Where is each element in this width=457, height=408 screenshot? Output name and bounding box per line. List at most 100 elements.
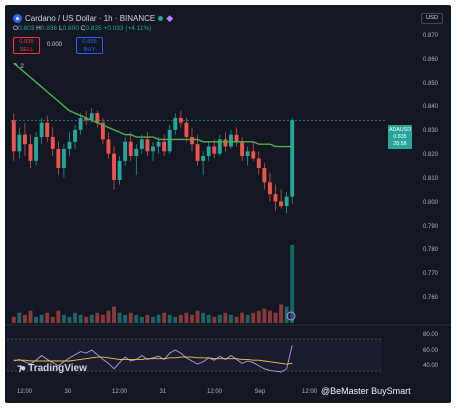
candle bbox=[212, 139, 217, 159]
volume-bar bbox=[56, 310, 61, 323]
candle bbox=[201, 151, 206, 176]
volume-bar bbox=[273, 312, 278, 323]
volume-bar bbox=[178, 314, 183, 323]
buy-button[interactable]: 0.835 BUY bbox=[76, 37, 103, 54]
candle bbox=[100, 117, 105, 145]
time-tick-label: 12:00 bbox=[17, 389, 33, 395]
candle bbox=[34, 132, 39, 166]
candle bbox=[267, 172, 272, 202]
candle bbox=[11, 113, 16, 161]
candle bbox=[22, 122, 27, 157]
candle bbox=[240, 137, 245, 161]
volume-bar bbox=[95, 312, 100, 323]
indicators-toggle[interactable]: ⌃ 2 bbox=[13, 63, 24, 70]
rsi-band bbox=[7, 339, 382, 371]
volume-bar bbox=[106, 310, 111, 323]
chevron-up-icon: ⌃ bbox=[13, 63, 19, 70]
symbol-tag: ADAUSD bbox=[388, 125, 412, 135]
sell-label: SELL bbox=[19, 46, 34, 53]
volume-bar bbox=[262, 308, 267, 323]
volume-bar bbox=[50, 316, 55, 323]
candle bbox=[173, 113, 178, 135]
chart-window: Cardano / US Dollar · 1h · BINANCE ◆ O0.… bbox=[5, 5, 451, 403]
candle bbox=[106, 132, 111, 159]
volume-bar bbox=[73, 312, 77, 323]
price-tick-label: 0.810 bbox=[423, 175, 439, 182]
sell-button[interactable]: 0.835 SELL bbox=[13, 37, 40, 54]
volume-bar bbox=[84, 316, 89, 323]
rsi-tick-label: 60.00 bbox=[423, 347, 439, 354]
price-chart[interactable] bbox=[5, 5, 451, 403]
candle bbox=[67, 132, 72, 157]
volume-bar bbox=[234, 316, 239, 323]
volume-bar bbox=[156, 314, 161, 323]
volume-bar bbox=[151, 316, 155, 323]
volume-bar bbox=[240, 312, 245, 323]
volume-bar bbox=[201, 312, 206, 323]
candle bbox=[123, 137, 128, 166]
candle bbox=[178, 110, 183, 128]
volume-bar bbox=[100, 314, 105, 323]
time-tick-label: 12:00 bbox=[302, 389, 318, 395]
volume-bar bbox=[134, 314, 139, 323]
volume-bar bbox=[28, 310, 33, 323]
alert-icon[interactable] bbox=[286, 311, 296, 321]
price-tick-label: 0.840 bbox=[423, 104, 439, 111]
indicator-flag-icon[interactable]: ◆ bbox=[166, 13, 174, 23]
volume-bar bbox=[45, 312, 50, 323]
volume-bar bbox=[123, 314, 128, 323]
volume-bar bbox=[162, 312, 167, 323]
volume-bar bbox=[190, 314, 194, 323]
candle bbox=[117, 156, 122, 185]
symbol-header[interactable]: Cardano / US Dollar · 1h · BINANCE ◆ bbox=[13, 13, 173, 24]
volume-bar bbox=[223, 312, 228, 323]
volume-bar bbox=[34, 316, 39, 323]
volume-bar bbox=[61, 314, 66, 323]
price-tick-label: 0.860 bbox=[423, 56, 439, 63]
volume-bar bbox=[290, 245, 295, 323]
candle bbox=[184, 117, 189, 142]
volume-bar bbox=[139, 316, 144, 323]
volume-bar bbox=[112, 306, 116, 323]
tradingview-logo[interactable]: ⁊● TradingView bbox=[17, 363, 87, 374]
volume-bar bbox=[267, 310, 272, 323]
candle bbox=[273, 184, 278, 211]
candle bbox=[151, 141, 155, 161]
moving-average-line bbox=[13, 62, 293, 148]
buy-label: BUY bbox=[83, 46, 96, 53]
volume-bar bbox=[184, 312, 189, 323]
candle bbox=[28, 134, 33, 168]
volume-bar bbox=[145, 314, 150, 323]
last-price-tag: 0.835 bbox=[388, 132, 412, 142]
volume-bar bbox=[39, 314, 44, 323]
volume-bar bbox=[11, 316, 16, 323]
candle bbox=[95, 110, 100, 128]
candle bbox=[78, 113, 83, 135]
volume-bar bbox=[284, 306, 289, 323]
candle bbox=[290, 117, 295, 204]
volume-bar bbox=[229, 314, 233, 323]
candle bbox=[229, 129, 233, 149]
volume-bar bbox=[251, 312, 256, 323]
volume-bar bbox=[195, 310, 200, 323]
volume-bar bbox=[22, 314, 27, 323]
candle bbox=[39, 117, 44, 145]
candle bbox=[162, 134, 167, 157]
candle bbox=[279, 189, 284, 209]
volume-bar bbox=[206, 314, 211, 323]
price-tick-label: 0.760 bbox=[423, 295, 439, 302]
candle bbox=[284, 191, 289, 214]
spread-value: 0.000 bbox=[47, 42, 63, 48]
candle bbox=[45, 115, 50, 142]
volume-bar bbox=[167, 314, 172, 323]
market-open-icon bbox=[158, 16, 164, 21]
candle bbox=[139, 134, 144, 154]
candle bbox=[134, 144, 139, 176]
currency-button[interactable]: USD bbox=[421, 13, 443, 24]
candle bbox=[61, 144, 66, 178]
rsi-ma-line bbox=[13, 356, 293, 365]
time-tick-label: 12:00 bbox=[112, 389, 128, 395]
candle bbox=[17, 127, 22, 159]
volume-bar bbox=[173, 316, 178, 323]
price-tick-label: 0.830 bbox=[423, 128, 439, 135]
